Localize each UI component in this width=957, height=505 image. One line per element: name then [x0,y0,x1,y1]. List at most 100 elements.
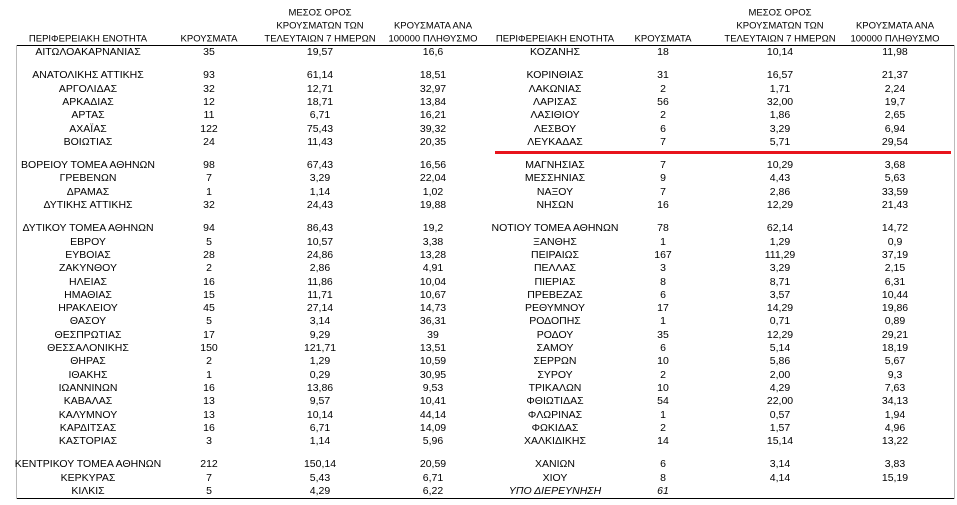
seven-day-mean: 0,29 [309,368,331,381]
cases: 10 [657,355,669,368]
cases-per-100k: 18,51 [419,69,447,82]
cases: 2 [660,421,666,434]
cases: 16 [657,198,669,211]
seven-day-mean: 13,86 [306,381,334,394]
cases-per-100k: 39 [427,328,439,341]
cases: 17 [657,301,669,314]
region-name: ΛΕΣΒΟΥ [533,122,577,135]
region-name: ΧΑΝΙΩΝ [535,458,575,471]
cases: 2 [660,368,666,381]
cases: 78 [657,222,669,235]
cases-per-100k: 36,31 [419,315,447,328]
cases-per-100k: 6,71 [422,471,444,484]
seven-day-mean: 67,43 [306,158,334,171]
cases: 56 [657,95,669,108]
cases-per-100k: 4,96 [884,421,906,434]
region-name: ΗΜΑΘΙΑΣ [64,288,112,301]
cases-per-100k: 5,96 [422,434,444,447]
cases: 5 [206,484,212,497]
seven-day-mean: 18,71 [306,95,334,108]
cases: 5 [206,315,212,328]
seven-day-mean: 1,29 [309,355,331,368]
cases-per-100k: 10,67 [419,288,447,301]
cases: 7 [660,185,666,198]
seven-day-mean: 2,86 [309,261,331,274]
region-name: ΖΑΚΥΝΘΟΥ [58,261,118,274]
cases-per-100k: 5,63 [884,172,906,185]
region-name: ΠΙΕΡΙΑΣ [534,275,576,288]
seven-day-mean: 11,71 [307,288,333,301]
region-name: ΝΟΤΙΟΥ ΤΟΜΕΑ ΑΘΗΝΩΝ [491,222,619,235]
region-name: ΔΥΤΙΚΟΥ ΤΟΜΕΑ ΑΘΗΝΩΝ [22,222,154,235]
seven-day-mean: 5,71 [769,135,791,148]
seven-day-mean: 1,86 [769,108,791,121]
cases: 93 [203,69,215,82]
region-name: ΥΠΟ ΔΙΕΡΕΥΝΗΣΗ [508,484,602,497]
column-header: ΜΕΣΟΣ ΟΡΟΣ [288,7,352,19]
seven-day-mean: 5,14 [769,341,791,354]
cases: 212 [200,458,218,471]
seven-day-mean: 3,14 [309,315,331,328]
region-name: ΣΥΡΟΥ [537,368,573,381]
region-name: ΑΡΚΑΔΙΑΣ [62,95,114,108]
column-header: 100000 ΠΛΗΘΥΣΜΟ [850,33,940,45]
region-name: ΑΡΤΑΣ [71,108,105,121]
seven-day-mean: 32,00 [766,95,794,108]
cases: 16 [203,275,215,288]
cases: 7 [660,158,666,171]
cases: 6 [660,288,666,301]
region-name: ΕΥΒΟΙΑΣ [65,248,111,261]
region-name: ΘΕΣΣΑΛΟΝΙΚΗΣ [47,341,129,354]
cases: 1 [206,185,212,198]
region-name: ΦΘΙΩΤΙΔΑΣ [526,394,584,407]
seven-day-mean: 150,14 [303,458,337,471]
seven-day-mean: 1,29 [769,235,791,248]
region-name: ΚΑΣΤΟΡΙΑΣ [58,434,118,447]
cases-per-100k: 7,63 [884,381,906,394]
seven-day-mean: 10,57 [306,235,334,248]
cases-per-100k: 39,32 [419,122,447,135]
cases-per-100k: 10,59 [419,355,447,368]
cases-per-100k: 34,13 [881,394,909,407]
seven-day-mean: 3,29 [309,172,331,185]
column-header: ΚΡΟΥΣΜΑΤΑ ΑΝΑ [393,20,473,32]
cases: 35 [203,45,215,58]
region-name: ΑΝΑΤΟΛΙΚΗΣ ΑΤΤΙΚΗΣ [32,69,144,82]
highlight-underline [495,151,951,154]
cases-per-100k: 30,95 [419,368,447,381]
cases: 7 [206,172,212,185]
seven-day-mean: 3,29 [769,122,791,135]
cases: 1 [660,315,666,328]
cases-per-100k: 13,51 [419,341,447,354]
seven-day-mean: 9,57 [309,394,331,407]
region-name: ΧΙΟΥ [542,471,568,484]
region-name: ΑΡΓΟΛΙΔΑΣ [58,82,118,95]
region-name: ΑΙΤΩΛΟΑΚΑΡΝΑΝΙΑΣ [35,45,141,58]
header-rule [16,45,955,46]
cases: 45 [203,301,215,314]
region-name: ΣΑΜΟΥ [536,341,574,354]
seven-day-mean: 11,86 [307,275,333,288]
region-name: ΚΕΡΚΥΡΑΣ [60,471,116,484]
cases: 32 [203,82,215,95]
cases-per-100k: 44,14 [419,408,447,421]
region-name: ΚΑΒΑΛΑΣ [63,394,113,407]
cases-per-100k: 37,19 [881,248,909,261]
region-name: ΔΥΤΙΚΗΣ ΑΤΤΙΚΗΣ [43,198,133,211]
seven-day-mean: 19,57 [306,45,334,58]
seven-day-mean: 16,57 [766,69,794,82]
column-header: ΚΡΟΥΣΜΑΤΑ ΑΝΑ [855,20,935,32]
seven-day-mean: 4,43 [769,172,791,185]
region-name: ΡΟΔΟΠΗΣ [529,315,581,328]
cases: 6 [660,341,666,354]
cases-per-100k: 3,38 [422,235,444,248]
seven-day-mean: 11,43 [307,135,333,148]
region-name: ΚΑΡΔΙΤΣΑΣ [59,421,117,434]
seven-day-mean: 5,43 [309,471,331,484]
cases: 16 [203,421,215,434]
cases: 8 [660,471,666,484]
cases-per-100k: 19,7 [884,95,906,108]
column-header: ΠΕΡΙΦΕΡΕΙΑΚΗ ΕΝΟΤΗΤΑ [28,33,148,45]
cases-per-100k: 19,2 [422,222,444,235]
